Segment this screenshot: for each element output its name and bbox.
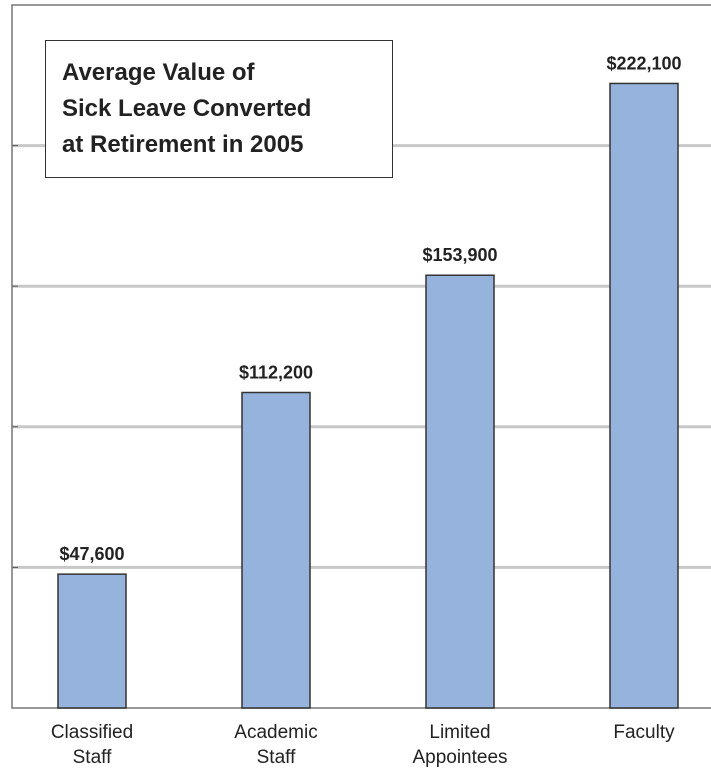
value-label: $153,900 [422,245,497,265]
value-label: $222,100 [606,53,681,73]
chart-title-line: at Retirement in 2005 [62,131,304,158]
bar [425,274,495,709]
x-tick-label: Limited Appointees [412,722,508,768]
chart-title-line: Sick Leave Converted [62,95,312,122]
x-tick-label: Faculty [613,722,675,743]
value-label: $112,200 [239,362,313,382]
value-label: $47,600 [59,544,124,564]
frame [11,4,711,709]
x-tick-label: Academic Staff [234,722,318,768]
x-tick-label: Classified Staff [50,722,134,768]
bar [57,573,127,709]
title-box: Average Value of Sick Leave Converted at R… [45,40,393,178]
bar [609,82,679,709]
chart-title-line: Average Value of [62,59,255,86]
bar [241,391,311,709]
